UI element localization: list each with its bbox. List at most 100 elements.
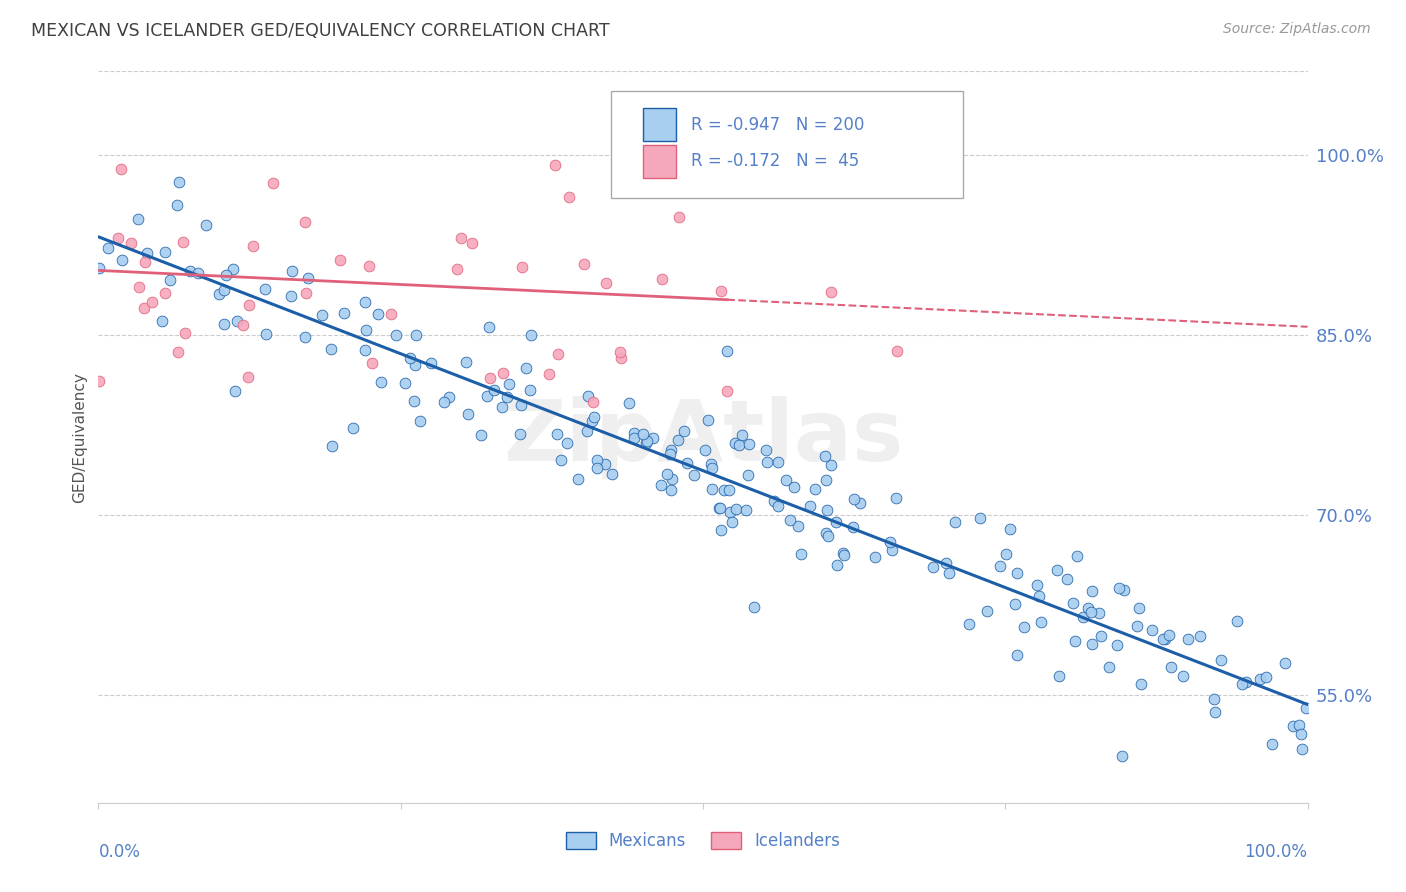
- Point: [242, 238, 264, 252]
- Point: [702, 482, 724, 496]
- Point: [134, 255, 156, 269]
- Point: [602, 467, 624, 481]
- Point: [1098, 660, 1121, 674]
- Point: [734, 503, 756, 517]
- Point: [492, 366, 515, 380]
- Point: [1126, 619, 1149, 633]
- FancyBboxPatch shape: [643, 145, 676, 178]
- Point: [995, 547, 1018, 561]
- Point: [814, 450, 837, 464]
- Point: [519, 383, 541, 397]
- Point: [212, 317, 235, 331]
- Point: [195, 219, 218, 233]
- Point: [651, 271, 673, 285]
- Point: [1081, 583, 1104, 598]
- Y-axis label: GED/Equivalency: GED/Equivalency: [72, 372, 87, 502]
- Point: [394, 376, 416, 391]
- Point: [555, 436, 578, 450]
- Point: [1291, 742, 1313, 756]
- FancyBboxPatch shape: [643, 108, 676, 141]
- Point: [742, 600, 765, 615]
- Point: [842, 520, 865, 534]
- Point: [586, 461, 609, 475]
- Point: [254, 282, 277, 296]
- Point: [623, 431, 645, 445]
- Point: [1081, 637, 1104, 651]
- Point: [1005, 566, 1028, 580]
- Point: [173, 326, 195, 340]
- Point: [482, 383, 505, 397]
- Point: [1209, 652, 1232, 666]
- Point: [321, 439, 343, 453]
- Point: [280, 288, 302, 302]
- Point: [1282, 718, 1305, 732]
- Point: [1261, 737, 1284, 751]
- Point: [695, 442, 717, 457]
- Point: [659, 442, 682, 457]
- Point: [634, 436, 657, 450]
- Point: [495, 390, 517, 404]
- Point: [998, 522, 1021, 536]
- Point: [456, 354, 478, 368]
- Point: [1004, 597, 1026, 611]
- Text: R = -0.172   N =  45: R = -0.172 N = 45: [690, 153, 859, 170]
- Point: [111, 252, 134, 267]
- Point: [404, 358, 426, 372]
- Point: [1153, 632, 1175, 646]
- Point: [702, 461, 724, 475]
- Point: [582, 410, 605, 425]
- Point: [617, 396, 640, 410]
- Point: [1289, 727, 1312, 741]
- Point: [728, 438, 751, 452]
- Point: [585, 453, 607, 467]
- Point: [238, 298, 260, 312]
- Point: [863, 550, 886, 565]
- Point: [1066, 549, 1088, 563]
- Point: [254, 327, 277, 342]
- Point: [127, 212, 149, 227]
- Point: [1062, 596, 1084, 610]
- Point: [606, 181, 628, 195]
- Point: [1226, 614, 1249, 628]
- Point: [342, 420, 364, 434]
- Point: [763, 493, 786, 508]
- Point: [659, 483, 682, 498]
- Point: [544, 158, 567, 172]
- Point: [657, 467, 679, 481]
- Point: [938, 566, 960, 580]
- Point: [789, 547, 811, 561]
- Point: [1128, 601, 1150, 615]
- Point: [1107, 638, 1129, 652]
- Point: [179, 264, 201, 278]
- Point: [294, 215, 316, 229]
- Point: [817, 529, 839, 543]
- Point: [1230, 677, 1253, 691]
- Point: [737, 468, 759, 483]
- Point: [215, 268, 238, 282]
- Point: [1204, 706, 1226, 720]
- Point: [661, 472, 683, 486]
- Point: [672, 424, 695, 438]
- Point: [141, 295, 163, 310]
- Point: [224, 384, 246, 399]
- Point: [1005, 648, 1028, 662]
- Point: [1088, 606, 1111, 620]
- Point: [359, 259, 381, 273]
- Point: [766, 455, 789, 469]
- Text: 100.0%: 100.0%: [1244, 843, 1308, 861]
- Point: [1029, 615, 1052, 629]
- Point: [766, 500, 789, 514]
- Point: [408, 414, 430, 428]
- Point: [433, 395, 456, 409]
- Point: [783, 480, 806, 494]
- Point: [380, 307, 402, 321]
- Point: [128, 279, 150, 293]
- Point: [153, 244, 176, 259]
- Point: [832, 548, 855, 562]
- Point: [1112, 583, 1135, 598]
- Point: [319, 342, 342, 356]
- Point: [1077, 600, 1099, 615]
- Point: [1056, 572, 1078, 586]
- Point: [520, 327, 543, 342]
- Point: [610, 351, 633, 365]
